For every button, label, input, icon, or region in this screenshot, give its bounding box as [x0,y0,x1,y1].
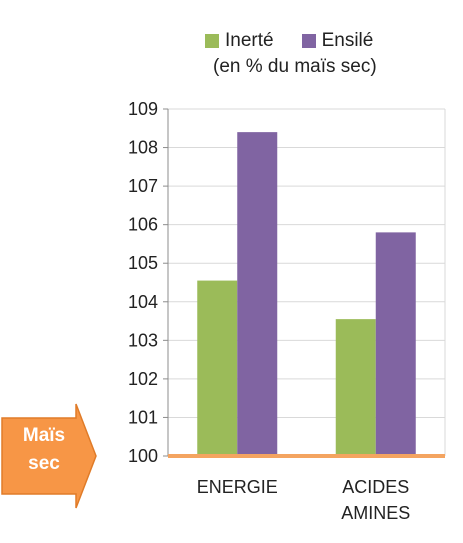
y-tick-label: 101 [128,407,158,427]
badge-label: Maïs sec [12,422,76,478]
badge-line-1: Maïs [22,425,66,446]
bar-ensile-0 [237,132,278,456]
y-axis-ticks: 109 108 107 106 105 104 103 102 101 100 [128,99,168,466]
legend-item-ensile: Ensilé [301,30,374,52]
y-tick-label: 104 [128,292,158,312]
legend-swatch-ensile [301,34,316,48]
y-tick-label: 100 [128,446,158,466]
x-category-label: ACIDES [342,477,409,497]
bar-inerte-1 [335,319,376,456]
legend-label-inerte: Inerté [225,30,274,51]
mais-sec-badge [1,403,97,509]
y-tick-label: 106 [128,215,158,235]
bar-ensile-1 [375,232,416,456]
bar-inerte-0 [197,280,238,456]
y-tick-label: 107 [128,176,158,196]
legend-unit-note: (en % du maïs sec) [213,56,377,77]
y-tick-label: 108 [128,138,158,158]
y-tick-label: 103 [128,330,158,350]
badge-arrow-shape [1,403,97,509]
bars [168,132,445,458]
y-tick-label: 102 [128,369,158,389]
legend-item-inerte: Inerté [205,30,274,52]
x-category-label: AMINES [341,503,410,523]
legend: Inerté Ensilé (en % du maïs sec) [205,30,445,78]
y-tick-label: 109 [128,99,158,119]
legend-label-ensile: Ensilé [321,30,374,51]
y-tick-label: 105 [128,253,158,273]
badge-line-2: sec [28,453,60,474]
x-category-label: ENERGIE [197,477,278,497]
x-axis-labels: ENERGIE ACIDES AMINES [197,477,411,523]
legend-swatch-inerte [205,34,219,48]
